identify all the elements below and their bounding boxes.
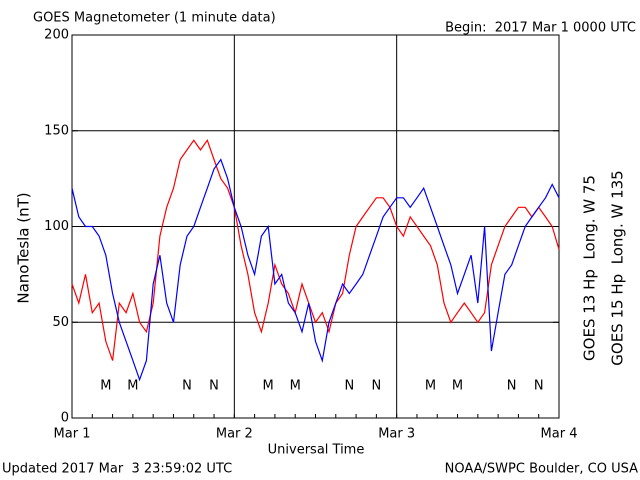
y-tick-label: 50 [52,315,69,330]
y-tick-label: 200 [44,28,69,43]
x-tick-label: Mar 4 [541,427,578,442]
annotation: N [534,379,544,394]
x-tick-label: Mar 2 [216,427,253,442]
annotation: M [452,379,463,394]
legend-entry: GOES 15 Hp Long. W 135 [609,170,627,365]
y-axis-label: NanoTesla (nT) [15,192,33,303]
annotation: M [100,379,111,394]
x-axis-label: Universal Time [268,443,365,458]
annotation: M [127,379,138,394]
y-tick-label: 100 [44,219,69,234]
footer-right: NOAA/SWPC Boulder, CO USA [445,462,638,477]
data-line [71,139,560,361]
annotation: N [507,379,517,394]
annotation: M [425,379,436,394]
annotation: N [182,379,192,394]
annotation: M [290,379,301,394]
annotation: N [209,379,219,394]
y-tick-label: 0 [61,411,69,426]
annotation: N [372,379,382,394]
annotation: M [263,379,274,394]
x-tick-label: Mar 1 [54,427,91,442]
y-tick-label: 150 [44,123,69,138]
legend-entry: GOES 13 Hp Long. W 75 [581,175,599,361]
annotation: N [344,379,354,394]
footer-left: Updated 2017 Mar 3 23:59:02 UTC [2,462,232,477]
chart-subtitle: Begin: 2017 Mar 1 0000 UTC [445,21,636,36]
x-tick-label: Mar 3 [378,427,415,442]
data-line [71,158,560,382]
chart-title: GOES Magnetometer (1 minute data) [33,11,276,26]
